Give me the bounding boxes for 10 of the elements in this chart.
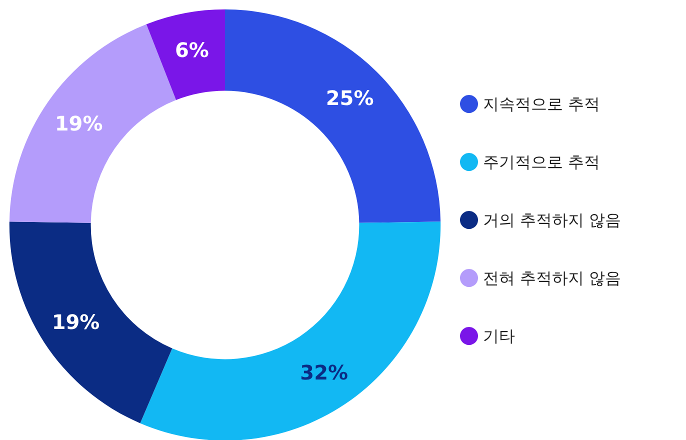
data-label: 6% <box>175 38 209 62</box>
legend-label: 거의 추적하지 않음 <box>483 210 622 230</box>
legend-label: 지속적으로 추적 <box>483 94 600 114</box>
legend-label: 주기적으로 추적 <box>483 152 600 172</box>
data-label: 32% <box>300 360 348 385</box>
legend-label: 기타 <box>483 326 515 346</box>
data-label: 25% <box>326 86 374 110</box>
data-label: 19% <box>54 112 103 136</box>
data-label: 19% <box>52 310 100 334</box>
legend-label: 전혀 추적하지 않음 <box>483 268 622 288</box>
